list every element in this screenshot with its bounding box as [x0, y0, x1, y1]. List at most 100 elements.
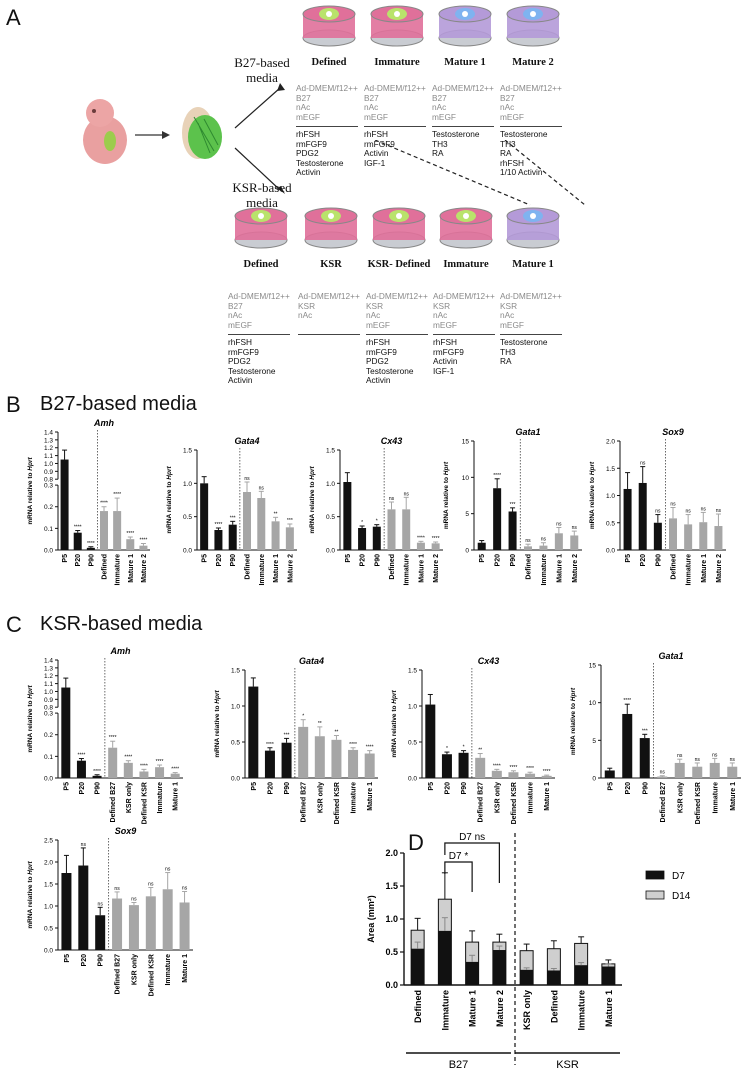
- chart-title: Cx43: [478, 656, 500, 666]
- bar: [623, 488, 632, 550]
- x-tick-label: Immature: [404, 554, 411, 586]
- x-tick-label: P90: [95, 782, 102, 795]
- significance-label: ****: [140, 763, 148, 769]
- bar: [387, 509, 396, 550]
- chart-title: Amh: [110, 646, 132, 656]
- comparison-label: D7 *: [449, 851, 469, 862]
- bar: [92, 775, 102, 778]
- bar: [155, 767, 165, 778]
- bar: [684, 524, 693, 550]
- x-tick-label: Defined KSR: [511, 782, 518, 824]
- b27-media-label: B27-based media: [234, 55, 290, 85]
- bar: [314, 736, 325, 778]
- y-tick-label: 1.0: [44, 904, 53, 911]
- bar: [508, 772, 519, 778]
- significance-label: ns: [716, 508, 722, 514]
- significance-label: **: [334, 730, 338, 736]
- x-tick-label: Defined B27: [115, 954, 122, 995]
- bar: [477, 542, 486, 550]
- bar: [669, 518, 677, 550]
- bar: [248, 686, 259, 778]
- significance-label: ns: [98, 901, 104, 907]
- significance-label: ****: [432, 536, 440, 542]
- significance-label: ns: [165, 867, 171, 873]
- x-tick-label: KSR only: [131, 954, 138, 985]
- y-tick-label: 2.0: [385, 848, 398, 858]
- x-tick-label: Mature 1: [544, 782, 551, 811]
- significance-label: ns: [670, 501, 676, 507]
- significance-label: ns: [572, 525, 578, 531]
- significance-label: ns: [712, 752, 718, 758]
- significance-label: ns: [686, 509, 692, 515]
- bar: [458, 752, 469, 778]
- bar: [285, 527, 294, 550]
- y-tick-label: 0.3: [44, 711, 53, 718]
- x-tick-label: P20: [75, 554, 82, 567]
- x-tick-label: Defined: [671, 554, 678, 580]
- bar: [123, 762, 133, 778]
- bar: [108, 747, 118, 778]
- divider: [500, 126, 562, 127]
- significance-label: ****: [366, 745, 374, 751]
- bar: [622, 713, 633, 778]
- y-tick-label: 0.0: [385, 980, 398, 990]
- significance-label: ns: [695, 757, 701, 763]
- panel-b-letter: B: [6, 392, 21, 417]
- supplement-list: Testosterone TH3 RA: [432, 129, 480, 159]
- chart-b-gata4: 0.0 0.5 1.0 1.5 Gata4 mRNA relative to Hprt P5…: [166, 436, 297, 586]
- media-arrows: [234, 83, 285, 194]
- panel-c-title: KSR-based media: [40, 613, 203, 635]
- x-tick-label: Defined KSR: [148, 954, 155, 996]
- x-tick-label: P90: [98, 954, 105, 967]
- y-tick-label: 0.2: [44, 504, 53, 511]
- x-tick-label: Immature: [712, 782, 719, 814]
- x-tick-label: Defined: [102, 554, 109, 580]
- x-tick-label: P20: [79, 782, 86, 795]
- comparison-label: D7 ns: [459, 832, 485, 843]
- significance-label: ****: [156, 759, 164, 765]
- x-tick-label: KSR only: [126, 782, 133, 813]
- significance-label: *: [361, 520, 363, 526]
- x-tick-label: P5: [251, 782, 258, 791]
- bar: [271, 521, 280, 550]
- panel-c-letter: C: [6, 612, 22, 637]
- supplement-list: rhFSH rmFGF9 PDG2 Testosterone Activin: [296, 129, 344, 178]
- x-tick-label: P90: [655, 554, 662, 567]
- x-tick-label: P5: [62, 554, 69, 563]
- y-tick-label: 1.5: [385, 881, 398, 891]
- bar: [570, 535, 579, 550]
- x-tick-label: Defined KSR: [334, 782, 341, 824]
- culture-dish-icon: [506, 207, 560, 249]
- significance-label: ns: [404, 491, 410, 497]
- dish-title: Defined: [311, 57, 347, 68]
- bar-d7: [520, 969, 534, 985]
- base-medium-list: Ad-DMEM/f12++ KSR nAc mEGF: [366, 291, 428, 330]
- bar: [298, 726, 309, 778]
- significance-label: ****: [109, 735, 117, 741]
- divider: [228, 334, 290, 335]
- bar: [714, 526, 723, 550]
- y-tick-label: 1.5: [408, 668, 417, 675]
- x-tick-label: Defined: [549, 990, 559, 1023]
- bar: [692, 766, 703, 778]
- significance-label: ns: [182, 885, 188, 891]
- significance-label: ***: [642, 728, 648, 734]
- y-tick-label: 1.1: [44, 681, 53, 688]
- significance-label: ns: [131, 896, 137, 902]
- chart-d-area: 0.0 0.5 1.0 1.5 2.0 Area (mm²) Defined Immature…: [366, 832, 691, 1071]
- y-axis-label: mRNA relative to Hprt: [27, 457, 34, 525]
- significance-label: ns: [114, 886, 120, 892]
- x-tick-label: Immature: [577, 990, 587, 1031]
- significance-label: ****: [78, 753, 86, 759]
- mouse-icon: [83, 99, 127, 164]
- x-tick-label: Mature 2: [287, 554, 294, 583]
- comparison-bracket: [444, 842, 500, 883]
- y-tick-label: 0.3: [44, 483, 53, 490]
- x-tick-label: P20: [216, 554, 223, 567]
- significance-label: ****: [124, 755, 132, 761]
- bar: [699, 522, 708, 550]
- bar: [214, 530, 223, 550]
- panel-a-letter: A: [6, 5, 21, 30]
- supplement-list: rhFSH rmFGF9 Activin IGF-1: [364, 129, 395, 168]
- x-tick-label: Mature 1: [182, 954, 189, 983]
